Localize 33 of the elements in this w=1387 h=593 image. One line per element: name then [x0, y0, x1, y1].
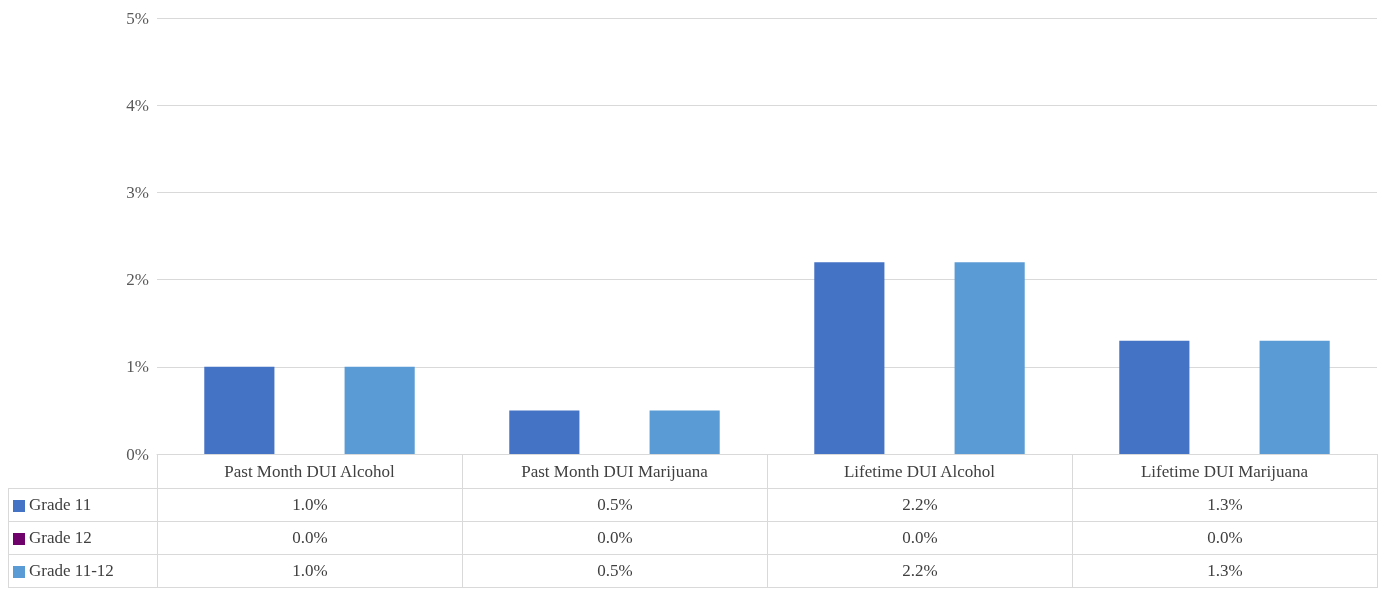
bar [204, 366, 275, 454]
data-label: 0.0% [462, 521, 768, 555]
y-tick-label: 1% [126, 357, 149, 377]
bar [814, 262, 885, 454]
y-tick-label: 0% [126, 444, 149, 464]
data-label: 1.3% [1072, 554, 1378, 588]
y-tick-label: 3% [126, 182, 149, 202]
data-label: 0.0% [157, 521, 463, 555]
x-tick-label: Lifetime DUI Alcohol [843, 462, 996, 481]
bar [649, 410, 720, 454]
data-label: 2.2% [767, 488, 1073, 522]
y-tick-label: 5% [126, 8, 149, 28]
legend-label: Grade 11-12 [29, 561, 114, 580]
data-label: 0.5% [462, 488, 768, 522]
data-label: 1.0% [157, 554, 463, 588]
bar [509, 410, 580, 454]
data-label: 0.0% [1072, 521, 1378, 555]
data-label: 0.0% [767, 521, 1073, 555]
bar [1119, 340, 1190, 454]
data-label: 1.3% [1072, 488, 1378, 522]
data-label: 0.5% [462, 554, 768, 588]
y-tick-label: 4% [126, 95, 149, 115]
data-label: 2.2% [767, 554, 1073, 588]
x-tick-label: Past Month DUI Marijuana [521, 462, 709, 481]
bar [954, 262, 1025, 454]
data-label: 1.0% [157, 488, 463, 522]
x-tick-label: Lifetime DUI Marijuana [1140, 462, 1309, 481]
y-tick-label: 2% [126, 270, 149, 290]
bar [344, 366, 415, 454]
bar [1259, 340, 1330, 454]
x-tick-label: Past Month DUI Alcohol [224, 462, 396, 481]
legend-label: Grade 12 [29, 528, 92, 547]
legend-label: Grade 11 [29, 495, 92, 514]
